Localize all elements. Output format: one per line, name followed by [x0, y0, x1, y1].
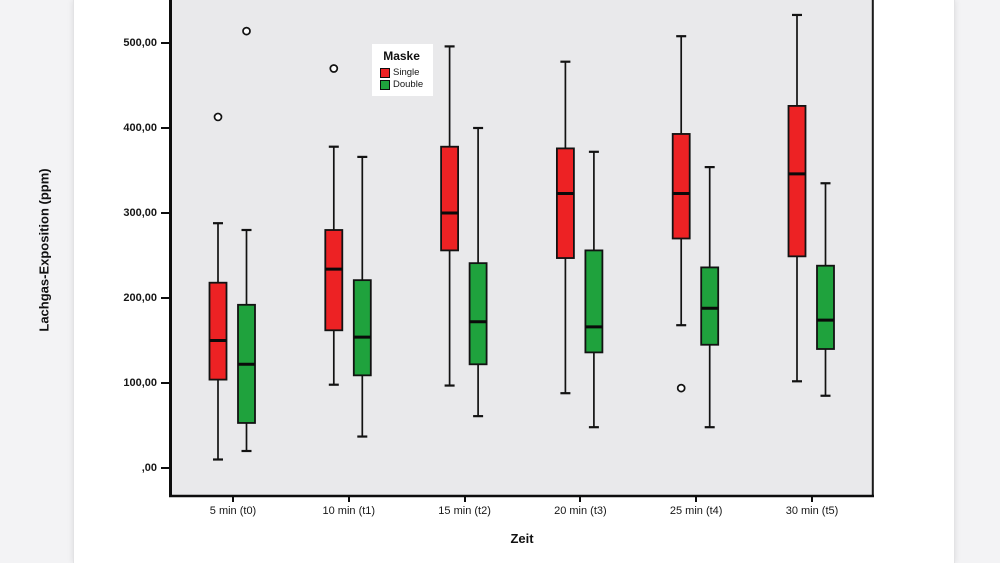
- box-single-t4: [671, 133, 691, 240]
- x-axis-title: Zeit: [510, 531, 534, 546]
- legend-swatch-single: [380, 67, 390, 78]
- box-single-t0: [208, 281, 228, 381]
- y-tick-mark: [161, 467, 169, 469]
- box-double-t4: [700, 266, 720, 346]
- legend-swatch-double: [380, 79, 390, 90]
- legend-title: Maske: [383, 49, 420, 63]
- box-single-t5: [787, 105, 807, 258]
- plot-area: Maske Single Double: [169, 0, 874, 498]
- legend-label: Double: [393, 79, 424, 90]
- y-axis-title-text: Lachgas-Exposition (ppm): [36, 168, 52, 332]
- box-single-t2: [440, 145, 460, 252]
- x-tick-label: 30 min (t5): [785, 505, 839, 517]
- box-double-t2: [468, 262, 488, 366]
- y-tick-mark: [161, 297, 169, 299]
- x-tick-mark: [695, 497, 698, 502]
- legend-item-double: Double: [380, 79, 423, 90]
- x-tick-label: 5 min (t0): [209, 505, 257, 517]
- x-tick-mark: [347, 497, 350, 502]
- legend-items: Single Double: [380, 67, 423, 90]
- legend-label: Single: [393, 67, 420, 78]
- y-tick-mark: [161, 42, 169, 44]
- y-tick-label: 400,00: [123, 122, 157, 134]
- box-double-t3: [584, 249, 604, 354]
- x-tick-label: 25 min (t4): [669, 505, 723, 517]
- x-tick-label: 20 min (t3): [554, 505, 607, 517]
- outlier-single-t0-0: [213, 112, 223, 122]
- boxplot-canvas: [169, 0, 874, 498]
- y-tick-label: 200,00: [123, 292, 157, 304]
- x-tick-mark: [232, 497, 234, 502]
- box-single-t1: [324, 229, 344, 332]
- x-tick-label: 15 min (t2): [438, 505, 491, 517]
- outlier-single-t4-0: [676, 383, 686, 393]
- legend: Maske Single Double: [372, 44, 434, 96]
- x-tick-mark: [811, 497, 813, 502]
- y-tick-mark: [161, 382, 169, 384]
- box-double-t1: [352, 279, 372, 377]
- document-page: Maske Single Double Lachgas-Exposition (p…: [37, 0, 955, 563]
- y-tick-label: 500,00: [123, 37, 157, 49]
- y-tick-mark: [161, 212, 169, 214]
- y-tick-label: 300,00: [123, 207, 157, 219]
- x-tick-mark: [463, 497, 466, 502]
- y-tick-mark: [161, 127, 169, 129]
- legend-item-single: Single: [380, 67, 423, 78]
- y-tick-label: ,00: [141, 462, 157, 474]
- box-double-t5: [816, 264, 835, 350]
- outlier-single-t1-0: [329, 64, 339, 73]
- outlier-double-t0-0: [242, 26, 251, 36]
- box-single-t3: [555, 147, 575, 259]
- x-tick-label: 10 min (t1): [322, 505, 376, 517]
- y-tick-label: 100,00: [123, 377, 157, 389]
- x-tick-mark: [579, 497, 582, 502]
